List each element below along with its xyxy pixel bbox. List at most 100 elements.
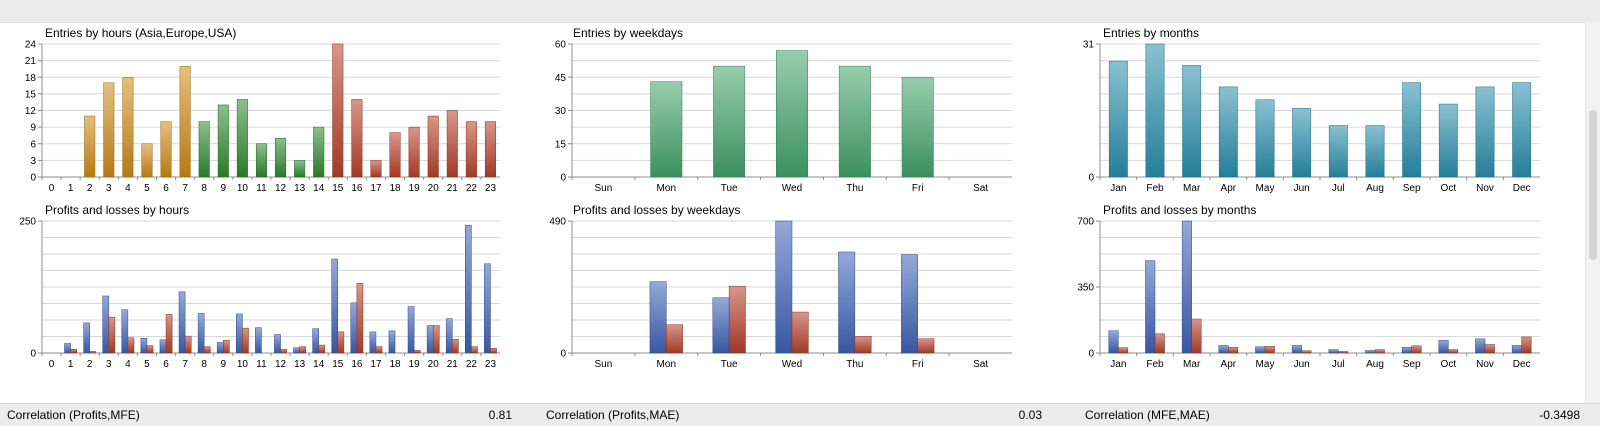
x-tick-label: 2	[87, 359, 93, 370]
correlation-label-profits-mfe: Correlation (Profits,MFE)	[7, 408, 140, 422]
x-tick-label: 20	[428, 359, 440, 370]
x-tick-label: 6	[163, 183, 169, 194]
bar-Jun	[1292, 108, 1312, 178]
profit-bar-4	[121, 309, 129, 354]
profit-bar-Jun	[1291, 345, 1302, 354]
x-tick-label: 8	[201, 359, 207, 370]
profit-bar-Thu	[838, 251, 856, 354]
loss-bar-Thu	[854, 336, 872, 354]
loss-bar-Nov	[1484, 344, 1495, 354]
profit-bar-3	[102, 295, 110, 354]
x-tick-label: Mon	[657, 359, 676, 370]
x-tick-label: Thu	[846, 183, 863, 194]
chart-entries-by-months: Entries by months 0 31 Jan Feb Mar Apr May Jun J…	[1060, 26, 1585, 196]
y-tick-label: 15	[25, 89, 37, 100]
bar-17	[370, 160, 382, 178]
bar-3	[103, 82, 115, 178]
bar-16	[351, 99, 363, 178]
y-tick-label: 3	[30, 156, 36, 167]
loss-bar-Jan	[1118, 347, 1129, 354]
bar-Mar	[1182, 65, 1202, 178]
x-tick-label: 14	[313, 183, 325, 194]
x-tick-label: 5	[144, 183, 150, 194]
chart-pl-by-months: Profits and losses by months 0 350 700 Jan F…	[1060, 203, 1585, 373]
chart-pl-by-hours: Profits and losses by hours 0 250 0 1 2 3 4 5 6 7…	[0, 203, 530, 373]
x-tick-label: Wed	[782, 183, 802, 194]
bar-Sep	[1402, 82, 1422, 178]
x-tick-label: 9	[221, 359, 227, 370]
correlation-footer: Correlation (Profits,MFE) 0.81 Correlati…	[0, 403, 1600, 426]
x-tick-label: 22	[466, 359, 478, 370]
x-tick-label: Sat	[973, 359, 988, 370]
bars	[650, 50, 934, 178]
profit-bar-11	[255, 327, 262, 354]
bar-Jul	[1328, 125, 1348, 178]
loss-bar-Fri	[917, 338, 935, 354]
correlation-value-mfe-mae: -0.3498	[1539, 408, 1580, 422]
x-tick-label: 10	[237, 183, 249, 194]
profit-bar-Mon	[649, 281, 667, 354]
profit-bar-Wed	[775, 220, 793, 354]
loss-bar-16	[356, 283, 364, 354]
x-tick-label: Apr	[1221, 359, 1237, 370]
bar-23	[484, 121, 496, 178]
loss-bar-Tue	[728, 285, 746, 354]
x-tick-label: 4	[125, 359, 131, 370]
profit-bar-21	[445, 318, 453, 354]
x-tick-label: 17	[370, 359, 382, 370]
profit-bar-Jul	[1328, 349, 1339, 354]
profit-bar-Oct	[1438, 340, 1449, 354]
loss-bar-6	[165, 314, 173, 354]
x-tick-label: 9	[221, 183, 227, 194]
bar-2	[84, 115, 96, 178]
x-tick-label: 12	[275, 183, 287, 194]
bars	[649, 220, 935, 354]
y-tick-label: 9	[30, 123, 36, 134]
x-tick-label: Jun	[1294, 359, 1310, 370]
bar-Wed	[776, 50, 808, 178]
x-tick-label: Mar	[1183, 183, 1201, 194]
bar-Feb	[1145, 43, 1165, 178]
bar-8	[198, 121, 210, 178]
x-tick-label: 18	[389, 359, 401, 370]
bar-Oct	[1438, 103, 1458, 178]
profit-bar-Mar	[1181, 220, 1192, 354]
bar-Thu	[838, 65, 871, 178]
x-tick-label: 1	[68, 359, 74, 370]
x-tick-label: Mar	[1183, 359, 1201, 370]
loss-bar-Aug	[1374, 349, 1385, 354]
bar-7	[179, 65, 191, 178]
loss-bar-5	[146, 345, 154, 354]
x-tick-label: 13	[294, 359, 306, 370]
loss-bar-23	[490, 347, 497, 354]
x-tick-label: 8	[201, 183, 207, 194]
x-tick-label: 13	[294, 183, 306, 194]
profit-bar-15	[331, 258, 339, 354]
scrollbar-thumb[interactable]	[1589, 110, 1597, 260]
vertical-scrollbar[interactable]	[1585, 22, 1600, 403]
x-tick-label: 16	[351, 183, 363, 194]
profit-bar-Tue	[712, 297, 730, 354]
chart-title: Entries by hours (Asia,Europe,USA)	[45, 26, 237, 40]
bar-Fri	[901, 77, 934, 178]
x-tick-label: Fri	[912, 183, 924, 194]
profit-bar-May	[1255, 346, 1266, 354]
y-tick-label: 6	[30, 139, 36, 150]
y-tick-label: 21	[25, 56, 37, 67]
bar-Mon	[650, 81, 683, 178]
profit-bar-2	[83, 322, 90, 354]
bar-Dec	[1512, 82, 1532, 178]
bar-9	[217, 104, 229, 178]
x-tick-label: Jan	[1110, 359, 1126, 370]
x-tick-label: 3	[106, 359, 112, 370]
y-tick-label: 24	[25, 40, 37, 51]
loss-bar-Sep	[1411, 345, 1422, 354]
profit-bar-18	[388, 330, 396, 354]
chart-pl-by-weekdays-plot: 0 490 Sun Mon Tue Wed Thu Fri Sat	[549, 217, 1012, 370]
y-tick-label: 60	[555, 40, 567, 51]
x-tick-label: Nov	[1476, 359, 1494, 370]
chart-title: Profits and losses by months	[1103, 203, 1257, 217]
x-tick-label: 20	[428, 183, 440, 194]
